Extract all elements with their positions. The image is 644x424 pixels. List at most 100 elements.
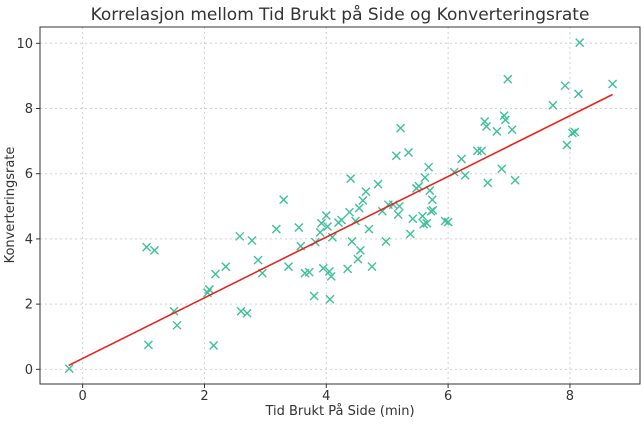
data-point — [404, 148, 414, 158]
data-point — [428, 205, 438, 215]
grid-lines — [40, 27, 640, 384]
data-point — [422, 218, 432, 228]
data-point — [354, 203, 364, 213]
data-point — [346, 174, 356, 184]
data-point — [284, 262, 294, 272]
data-point — [418, 211, 428, 221]
data-point — [367, 262, 377, 272]
data-point — [294, 223, 304, 233]
data-point — [575, 38, 585, 48]
data-point — [381, 237, 391, 247]
data-point — [420, 173, 430, 183]
data-point — [500, 115, 510, 125]
y-tick-label: 6 — [25, 167, 33, 182]
data-point — [344, 207, 354, 217]
data-point — [64, 364, 74, 374]
data-point — [440, 216, 450, 226]
plot-frame — [39, 26, 641, 385]
data-point — [355, 245, 365, 255]
data-point — [507, 125, 517, 135]
y-axis-label: Konverteringsrate — [3, 147, 18, 264]
data-point — [460, 170, 470, 180]
data-point — [396, 123, 406, 133]
data-point — [242, 308, 252, 318]
data-point — [361, 187, 371, 197]
data-point — [304, 267, 314, 277]
data-point — [477, 146, 487, 156]
data-point — [480, 117, 490, 127]
data-point — [323, 222, 333, 232]
chart-title: Korrelasjon mellom Tid Brukt på Side og … — [91, 4, 590, 25]
data-point — [482, 121, 491, 131]
data-point — [472, 146, 482, 156]
data-point — [548, 100, 558, 110]
data-points — [64, 38, 618, 374]
y-axis-ticks: 0 2 4 6 8 10 — [16, 37, 40, 378]
data-point — [408, 214, 418, 224]
data-point — [337, 215, 347, 225]
data-point — [373, 179, 383, 189]
data-point — [570, 127, 580, 137]
data-point — [573, 89, 583, 99]
data-point — [247, 236, 257, 246]
data-point — [279, 195, 289, 205]
data-point — [172, 320, 182, 330]
data-point — [497, 164, 507, 174]
data-point — [315, 227, 325, 237]
data-point — [492, 126, 502, 136]
x-tick-label: 0 — [78, 389, 86, 404]
x-tick-label: 2 — [200, 389, 208, 404]
y-tick-label: 2 — [25, 298, 33, 313]
x-axis-ticks: 0 2 4 6 8 — [78, 384, 574, 404]
data-point — [235, 231, 245, 241]
data-point — [562, 140, 572, 150]
data-point — [394, 201, 404, 211]
data-point — [325, 294, 335, 304]
data-point — [347, 237, 357, 247]
data-point — [405, 229, 415, 239]
data-point — [353, 254, 363, 264]
y-tick-label: 10 — [16, 37, 33, 52]
data-point — [457, 154, 467, 164]
data-point — [358, 195, 368, 205]
data-point — [309, 291, 319, 301]
data-point — [204, 284, 214, 294]
data-point — [443, 217, 453, 227]
data-point — [316, 218, 326, 228]
x-tick-label: 4 — [322, 389, 330, 404]
data-point — [425, 186, 435, 196]
data-point — [343, 264, 353, 274]
data-point — [321, 210, 331, 220]
y-tick-label: 0 — [25, 363, 33, 378]
data-point — [253, 255, 263, 265]
x-tick-label: 8 — [566, 389, 574, 404]
data-point — [326, 271, 336, 281]
data-point — [427, 195, 437, 205]
data-point — [150, 245, 160, 255]
data-point — [424, 162, 434, 172]
data-point — [271, 224, 281, 234]
x-tick-label: 6 — [444, 389, 452, 404]
data-point — [209, 341, 219, 351]
data-point — [143, 340, 153, 350]
data-point — [483, 178, 493, 188]
data-point — [391, 151, 401, 161]
data-point — [560, 81, 570, 91]
data-point — [419, 219, 429, 229]
data-point — [236, 306, 246, 316]
data-point — [608, 79, 618, 89]
data-point — [142, 242, 152, 252]
data-point — [221, 262, 231, 272]
data-point — [318, 263, 328, 273]
data-point — [210, 269, 220, 279]
y-tick-label: 4 — [25, 232, 33, 247]
data-point — [510, 175, 520, 185]
data-point — [364, 224, 374, 234]
y-tick-label: 8 — [25, 102, 33, 117]
data-point — [503, 74, 513, 84]
data-point — [393, 209, 403, 219]
data-point — [567, 128, 577, 138]
x-axis-label: Tid Brukt På Side (min) — [264, 404, 414, 419]
data-point — [324, 267, 334, 277]
